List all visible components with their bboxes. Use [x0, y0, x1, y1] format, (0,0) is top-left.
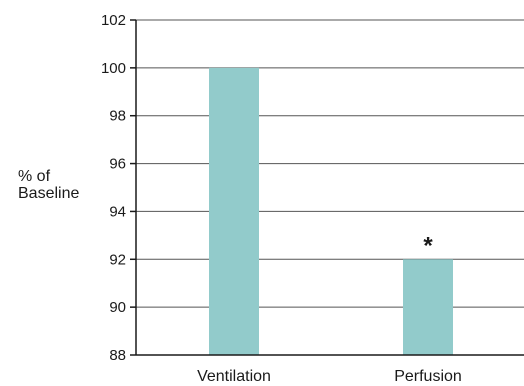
bar-perfusion — [403, 259, 453, 355]
bars — [209, 67, 453, 355]
y-tick-label: 100 — [101, 60, 126, 77]
y-tick-label: 94 — [109, 203, 126, 220]
y-tick-label: 88 — [109, 347, 126, 364]
x-category-label: Ventilation — [197, 368, 271, 385]
bar-ventilation — [209, 67, 259, 355]
x-category-label: Perfusion — [394, 368, 462, 385]
labels: 88 90 92 94 96 98 100 102 Ventilation Perfusion *%… — [18, 12, 462, 385]
y-axis-label: % of — [18, 168, 51, 185]
y-tick-label: 98 — [109, 108, 126, 125]
y-tick-label: 90 — [109, 299, 126, 316]
significance-asterisk: * — [423, 232, 433, 259]
y-tick-label: 102 — [101, 12, 126, 29]
axes — [130, 19, 524, 356]
gridlines — [136, 19, 524, 308]
y-tick-label: 92 — [109, 251, 126, 268]
y-tick-label: 96 — [109, 156, 126, 173]
y-axis-label: Baseline — [18, 185, 79, 202]
